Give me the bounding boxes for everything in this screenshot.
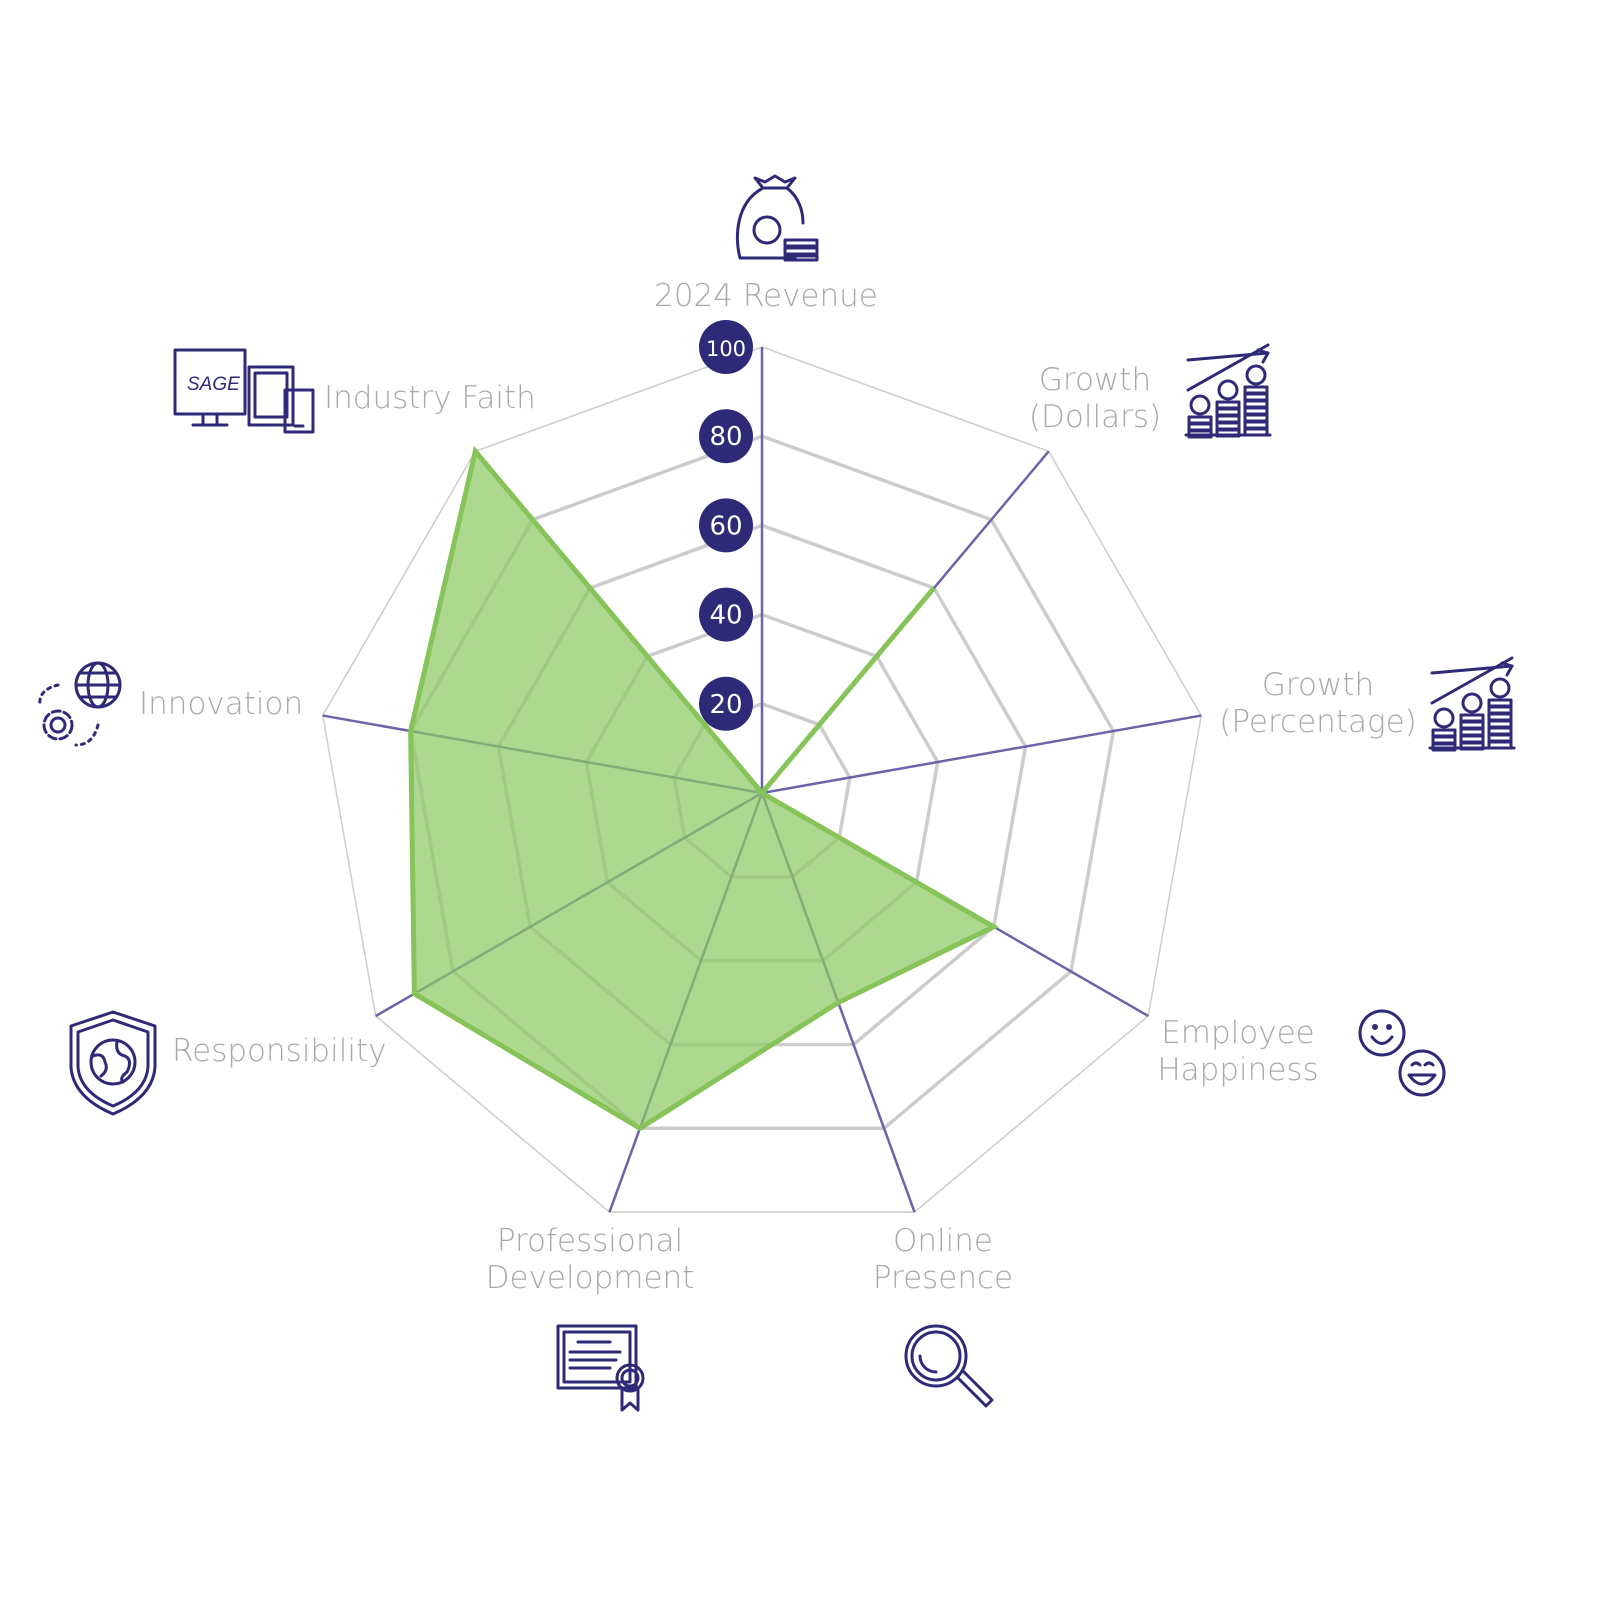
ticks: 20 40 60 80 100 — [699, 320, 753, 731]
axis-label: Employee Happiness — [1157, 1015, 1318, 1088]
axis-label: 2024 Revenue — [654, 278, 878, 314]
svg-text:SAGE: SAGE — [187, 374, 240, 395]
tick-badge — [699, 587, 753, 642]
certificate-icon — [556, 1324, 645, 1412]
tick-badge — [699, 498, 753, 553]
axis-line — [761, 714, 1202, 795]
coin-stack-growth-icon — [1428, 656, 1516, 752]
axis-label: Industry Faith — [324, 380, 536, 416]
grid-ring — [321, 346, 1203, 1213]
axis-icons: SAGE — [38, 174, 1516, 1412]
tick-label: 40 — [709, 601, 742, 631]
smiley-faces-icon — [1358, 1009, 1446, 1097]
axis-labels: 2024 Revenue Growth (Dollars) Growth (Percen… — [139, 278, 1417, 1296]
tick-badge — [699, 676, 753, 731]
tick-badge — [699, 320, 753, 374]
tick-label: 60 — [709, 511, 742, 541]
tick-label: 20 — [709, 690, 742, 720]
axis-label: Growth (Dollars) — [1029, 362, 1161, 435]
axis-label: Responsibility — [172, 1033, 386, 1069]
tick-badge — [699, 409, 753, 464]
axis-label: Growth (Percentage) — [1219, 667, 1417, 740]
tick-label: 100 — [706, 337, 746, 361]
axis-label: Professional Development — [486, 1223, 695, 1296]
series-area — [408, 445, 1000, 1132]
tick-label: 80 — [709, 422, 742, 452]
devices-icon: SAGE — [173, 348, 315, 434]
coin-stack-growth-icon — [1184, 343, 1272, 439]
shield-globe-icon — [69, 1010, 157, 1116]
globe-gear-icon — [38, 661, 122, 747]
axis-label: Innovation — [139, 686, 303, 722]
magnifier-icon — [904, 1324, 994, 1408]
series — [408, 445, 1000, 1132]
axis-label: Online Presence — [873, 1223, 1013, 1296]
money-bag-icon — [735, 174, 819, 262]
